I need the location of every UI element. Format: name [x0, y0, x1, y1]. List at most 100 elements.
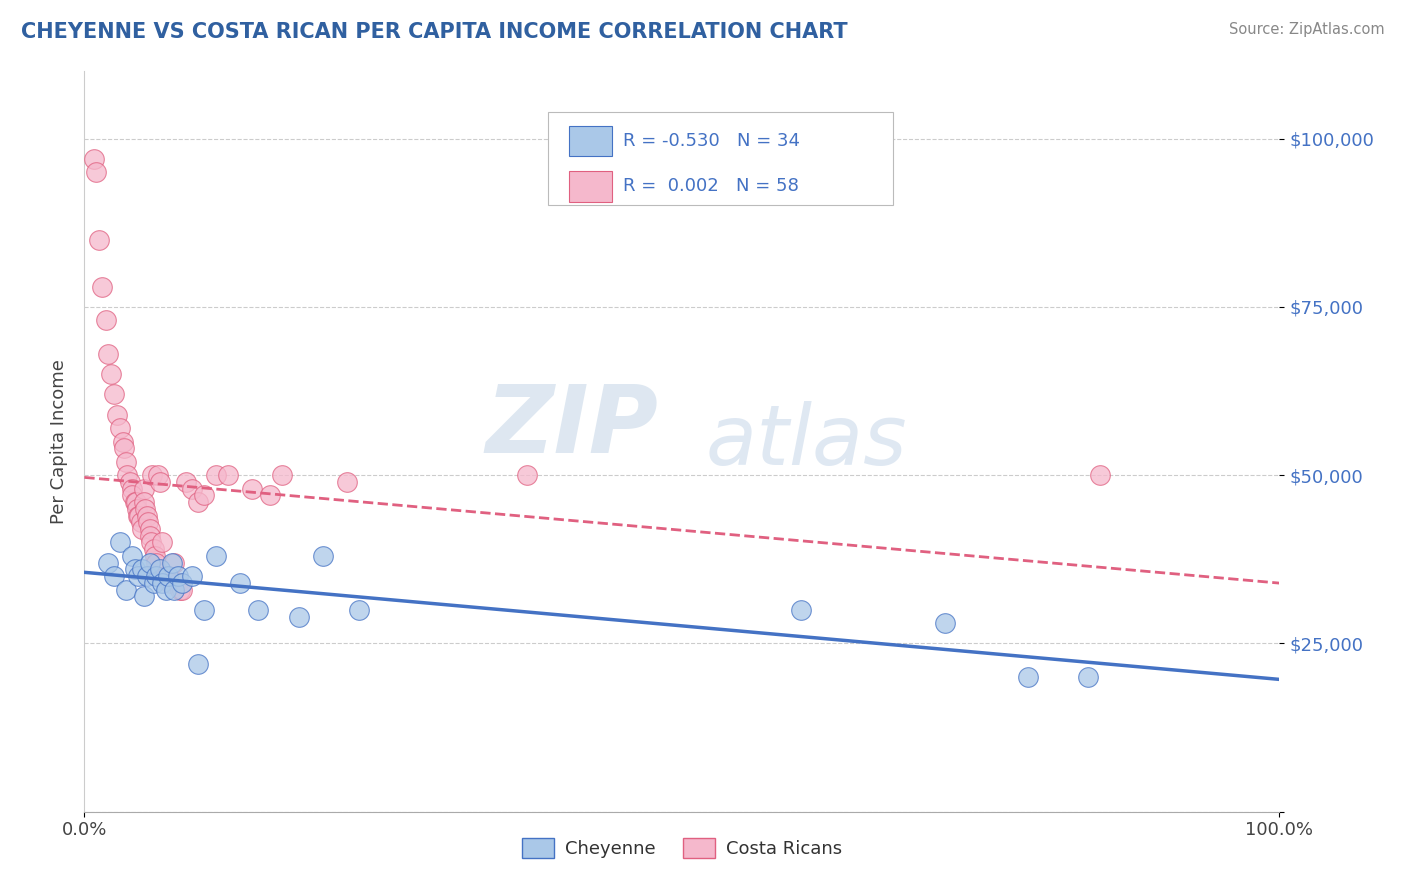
Point	[193, 488, 215, 502]
Y-axis label: Per Capita Income: Per Capita Income	[49, 359, 67, 524]
Point	[131, 562, 153, 576]
Point	[142, 542, 165, 557]
Point	[150, 575, 173, 590]
Point	[166, 575, 188, 590]
Point	[124, 562, 146, 576]
Point	[141, 468, 163, 483]
Point	[259, 488, 281, 502]
Point	[112, 442, 135, 456]
Point	[132, 590, 156, 604]
Point	[118, 475, 141, 489]
Text: ZIP: ZIP	[485, 381, 658, 473]
Point	[97, 347, 120, 361]
Point	[240, 482, 263, 496]
Text: R = -0.530   N = 34: R = -0.530 N = 34	[623, 132, 800, 150]
Point	[790, 603, 813, 617]
Point	[131, 522, 153, 536]
Point	[124, 495, 146, 509]
Point	[181, 482, 204, 496]
Text: R =  0.002   N = 58: R = 0.002 N = 58	[623, 178, 799, 195]
Point	[91, 279, 114, 293]
Point	[127, 508, 149, 523]
Point	[217, 468, 239, 483]
Point	[129, 516, 152, 530]
Point	[1077, 670, 1099, 684]
Point	[127, 569, 149, 583]
Point	[150, 535, 173, 549]
Point	[516, 468, 538, 483]
Point	[157, 569, 180, 583]
Point	[121, 549, 143, 563]
Point	[87, 233, 110, 247]
Point	[139, 522, 162, 536]
Point	[86, 165, 108, 179]
Text: Source: ZipAtlas.com: Source: ZipAtlas.com	[1229, 22, 1385, 37]
Text: CHEYENNE VS COSTA RICAN PER CAPITA INCOME CORRELATION CHART: CHEYENNE VS COSTA RICAN PER CAPITA INCOM…	[21, 22, 848, 42]
Point	[155, 582, 177, 597]
Point	[110, 535, 132, 549]
Point	[163, 556, 186, 570]
Point	[149, 562, 172, 576]
Point	[110, 421, 132, 435]
Point	[246, 603, 269, 617]
Point	[349, 603, 371, 617]
Point	[187, 657, 209, 671]
Point	[132, 495, 156, 509]
Point	[336, 475, 359, 489]
Point	[100, 368, 122, 382]
Point	[174, 475, 197, 489]
Point	[83, 152, 105, 166]
Point	[312, 549, 335, 563]
Point	[159, 575, 181, 590]
Point	[163, 582, 186, 597]
Point	[135, 569, 157, 583]
Point	[103, 387, 125, 401]
Point	[1090, 468, 1112, 483]
Point	[135, 508, 157, 523]
Point	[1018, 670, 1040, 684]
Point	[169, 582, 191, 597]
Legend: Cheyenne, Costa Ricans: Cheyenne, Costa Ricans	[515, 830, 849, 865]
Point	[148, 468, 170, 483]
Point	[145, 569, 167, 583]
Point	[143, 549, 166, 563]
Point	[115, 455, 138, 469]
Point	[105, 408, 128, 422]
Text: atlas: atlas	[706, 401, 907, 482]
Point	[205, 468, 228, 483]
Point	[134, 501, 156, 516]
Point	[193, 603, 215, 617]
Point	[115, 582, 138, 597]
Point	[934, 616, 956, 631]
Point	[160, 556, 183, 570]
Point	[141, 535, 163, 549]
Point	[121, 482, 143, 496]
Point	[205, 549, 228, 563]
Point	[125, 495, 148, 509]
Point	[136, 516, 159, 530]
Point	[97, 556, 120, 570]
Point	[229, 575, 252, 590]
Point	[187, 495, 209, 509]
Point	[142, 575, 165, 590]
Point	[139, 556, 162, 570]
Point	[181, 569, 204, 583]
Point	[172, 582, 194, 597]
Point	[172, 575, 194, 590]
Point	[125, 501, 148, 516]
Point	[111, 434, 134, 449]
Point	[270, 468, 292, 483]
Point	[149, 475, 172, 489]
Point	[157, 569, 180, 583]
Point	[121, 488, 143, 502]
Point	[117, 468, 139, 483]
Point	[145, 556, 167, 570]
Point	[139, 529, 162, 543]
Point	[288, 609, 311, 624]
Point	[103, 569, 125, 583]
Point	[166, 569, 188, 583]
Point	[155, 569, 177, 583]
Point	[94, 313, 117, 327]
Point	[132, 482, 156, 496]
Point	[128, 508, 150, 523]
